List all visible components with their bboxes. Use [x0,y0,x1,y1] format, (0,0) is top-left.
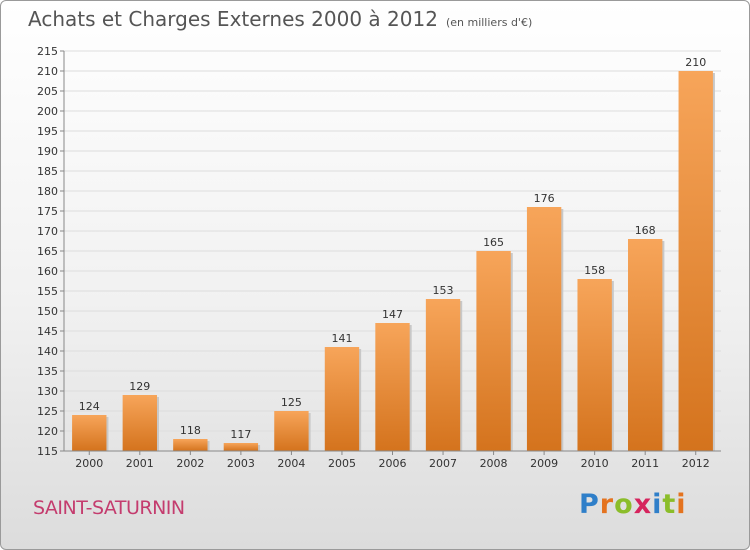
data-labels: 124 129 118 117 125 141 147 153 165 176 158 168 210 [79,56,706,441]
bars [72,71,715,451]
data-label: 147 [382,308,403,321]
x-axis-ticks: 2000 2001 2002 2003 2004 2005 2006 2007 2008 2009… [75,451,710,470]
data-label: 124 [79,400,100,413]
logo-letter: r [599,489,615,520]
y-axis-ticks: 115 120 125 130 135 140 145 150 155 160 165 170 175 1… [37,45,64,458]
bar [223,443,259,451]
bar [476,251,511,451]
x-tick-label: 2012 [682,457,710,470]
data-label: 210 [685,56,706,69]
y-tick-label: 145 [37,325,58,338]
logo-letter: t [662,489,677,520]
x-tick-label: 2001 [126,457,154,470]
x-tick-label: 2009 [530,457,558,470]
y-tick-label: 160 [37,265,58,278]
x-tick-label: 2007 [429,457,457,470]
x-tick-label: 2010 [581,457,609,470]
data-label: 118 [180,424,201,437]
logo-letter: o [614,489,634,520]
bar [628,239,663,451]
data-label: 165 [483,236,504,249]
data-label: 129 [129,380,150,393]
bar [526,207,562,451]
bar [274,411,309,451]
x-tick-label: 2000 [75,457,103,470]
bar [375,323,410,451]
y-tick-label: 195 [37,125,58,138]
y-tick-label: 115 [37,445,58,458]
data-label: 176 [534,192,555,205]
x-tick-label: 2006 [379,457,407,470]
y-tick-label: 130 [37,385,58,398]
y-tick-label: 170 [37,225,58,238]
y-tick-label: 135 [37,365,58,378]
y-tick-label: 120 [37,425,58,438]
y-tick-label: 175 [37,205,58,218]
logo-letter: P [579,489,600,520]
y-tick-label: 200 [37,105,58,118]
x-tick-label: 2011 [631,457,659,470]
x-tick-label: 2005 [328,457,356,470]
y-tick-label: 165 [37,245,58,258]
logo-letter: i [676,489,687,520]
y-tick-label: 140 [37,345,58,358]
bar [577,279,612,451]
y-tick-label: 125 [37,405,58,418]
y-tick-label: 155 [37,285,58,298]
x-tick-label: 2008 [480,457,508,470]
data-label: 158 [584,264,605,277]
y-tick-label: 215 [37,45,58,58]
logo-letter: x [633,489,653,520]
bar [122,395,157,451]
proxiti-logo: Proxiti [579,489,687,520]
unit-label: (en milliers d'€) [445,16,533,29]
data-label: 117 [230,428,251,441]
chart-title: Achats et Charges Externes 2000 à 2012 (e… [28,7,532,31]
data-label: 141 [331,332,352,345]
y-tick-label: 205 [37,85,58,98]
x-tick-label: 2004 [277,457,305,470]
bar [425,299,461,451]
data-label: 125 [281,396,302,409]
title-text: Achats et Charges Externes 2000 à 2012 [28,7,438,31]
y-tick-label: 190 [37,145,58,158]
bar [324,347,360,451]
x-tick-label: 2002 [176,457,204,470]
y-tick-label: 150 [37,305,58,318]
y-tick-label: 180 [37,185,58,198]
logo-letter: i [652,489,663,520]
y-tick-label: 185 [37,165,58,178]
commune-name: SAINT-SATURNIN [33,497,185,519]
bar [678,71,713,451]
x-tick-label: 2003 [227,457,255,470]
bar [72,415,107,451]
data-label: 153 [433,284,454,297]
y-tick-label: 210 [37,65,58,78]
bar [173,439,208,451]
data-label: 168 [635,224,656,237]
axes [63,51,721,452]
